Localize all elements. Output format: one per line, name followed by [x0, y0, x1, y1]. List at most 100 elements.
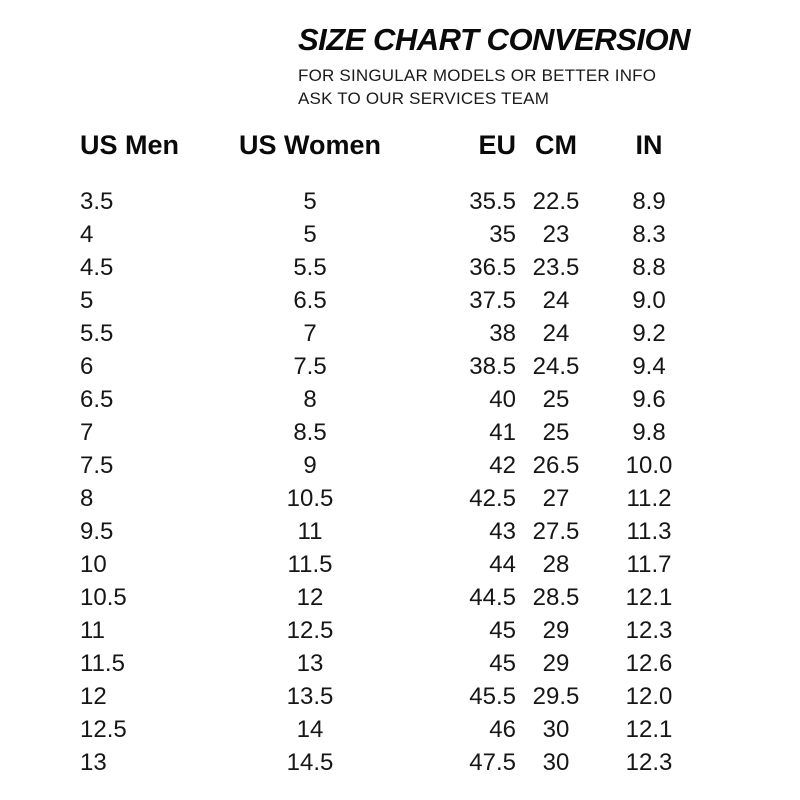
cell-cm: 23.5 [532, 253, 580, 281]
cell-cm: 24 [542, 286, 570, 314]
cell-cm: 27 [542, 484, 570, 512]
table-row: 12 13.5 45.5 29.5 12.0 [80, 680, 702, 713]
cell-eu: 36.5 [469, 253, 516, 281]
cell-us-men: 9.5 [80, 517, 114, 545]
table-row: 5.5 7 38 24 9.2 [80, 317, 702, 350]
cell-eu: 42 [489, 451, 516, 479]
table-row: 4.5 5.5 36.5 23.5 8.8 [80, 251, 702, 284]
cell-cm: 24 [542, 319, 570, 347]
cell-cm: 22.5 [532, 187, 580, 215]
cell-cm: 29.5 [532, 682, 580, 710]
cell-cm: 30 [542, 748, 570, 776]
cell-eu: 40 [489, 385, 516, 413]
cell-us-men: 8 [80, 484, 94, 512]
cell-eu: 43 [489, 517, 516, 545]
cell-in: 12.3 [625, 616, 673, 644]
cell-in: 11.2 [626, 484, 672, 512]
cell-us-women: 11 [297, 517, 323, 545]
cell-eu: 35 [489, 220, 516, 248]
cell-in: 9.4 [632, 352, 666, 380]
cell-in: 9.6 [632, 385, 666, 413]
size-table-body: 3.5 5 35.5 22.5 8.9 4 5 35 23 8.3 4.5 5.5 36.5 23.5 8.… [80, 185, 702, 779]
cell-cm: 25 [542, 385, 570, 413]
size-table-head: US Men US Women EU CM IN [80, 130, 702, 185]
cell-us-men: 5.5 [80, 319, 114, 347]
cell-cm: 29 [542, 616, 570, 644]
column-header-us-men: US Men [80, 130, 180, 160]
cell-us-men: 7 [80, 418, 94, 446]
cell-eu: 45 [489, 649, 516, 677]
cell-us-women: 7 [303, 319, 317, 347]
cell-cm: 26.5 [532, 451, 580, 479]
cell-eu: 47.5 [469, 748, 516, 776]
chart-header: SIZE CHART CONVERSION FOR SINGULAR MODEL… [298, 22, 718, 110]
cell-cm: 25 [542, 418, 570, 446]
cell-in: 9.0 [632, 286, 666, 314]
table-row: 6 7.5 38.5 24.5 9.4 [80, 350, 702, 383]
cell-us-men: 7.5 [80, 451, 114, 479]
cell-us-men: 13 [80, 748, 107, 776]
cell-cm: 23 [542, 220, 570, 248]
table-row: 4 5 35 23 8.3 [80, 218, 702, 251]
cell-in: 8.3 [632, 220, 666, 248]
cell-cm: 28.5 [532, 583, 580, 611]
cell-in: 10.0 [625, 451, 673, 479]
cell-us-men: 3.5 [80, 187, 114, 215]
table-row: 11.5 13 45 29 12.6 [80, 647, 702, 680]
cell-cm: 27.5 [532, 517, 580, 545]
cell-us-women: 12.5 [286, 616, 334, 644]
cell-us-women: 5 [303, 220, 317, 248]
table-row: 11 12.5 45 29 12.3 [80, 614, 702, 647]
column-header-cm: CM [535, 130, 577, 160]
cell-us-men: 12.5 [80, 715, 127, 743]
cell-eu: 44 [489, 550, 516, 578]
table-row: 10.5 12 44.5 28.5 12.1 [80, 581, 702, 614]
table-row: 12.5 14 46 30 12.1 [80, 713, 702, 746]
cell-us-men: 6 [80, 352, 94, 380]
cell-eu: 44.5 [469, 583, 516, 611]
cell-eu: 45.5 [469, 682, 516, 710]
cell-in: 8.9 [632, 187, 666, 215]
cell-in: 12.6 [625, 649, 673, 677]
cell-cm: 30 [542, 715, 570, 743]
page-subtitle: FOR SINGULAR MODELS OR BETTER INFO ASK T… [298, 64, 718, 110]
column-header-eu: EU [478, 130, 516, 160]
table-row: 10 11.5 44 28 11.7 [80, 548, 702, 581]
cell-in: 12.1 [625, 583, 673, 611]
cell-eu: 45 [489, 616, 516, 644]
size-conversion-table: US Men US Women EU CM IN 3.5 5 35.5 22.5 8.9… [80, 130, 702, 779]
cell-cm: 28 [542, 550, 570, 578]
table-row: 6.5 8 40 25 9.6 [80, 383, 702, 416]
cell-us-men: 4 [80, 220, 94, 248]
cell-cm: 24.5 [532, 352, 580, 380]
cell-us-men: 11 [80, 616, 105, 644]
cell-us-women: 5.5 [293, 253, 327, 281]
cell-us-women: 14 [296, 715, 324, 743]
cell-us-women: 6.5 [293, 286, 327, 314]
cell-in: 9.2 [632, 319, 666, 347]
cell-us-men: 10.5 [80, 583, 127, 611]
cell-us-women: 8.5 [293, 418, 327, 446]
cell-us-women: 8 [303, 385, 317, 413]
cell-us-men: 11.5 [80, 649, 125, 677]
cell-eu: 46 [489, 715, 516, 743]
cell-in: 12.1 [625, 715, 673, 743]
cell-eu: 35.5 [469, 187, 516, 215]
table-row: 3.5 5 35.5 22.5 8.9 [80, 185, 702, 218]
page-subtitle-line1: FOR SINGULAR MODELS OR BETTER INFO [298, 66, 657, 85]
cell-us-women: 9 [303, 451, 317, 479]
table-row: 7.5 9 42 26.5 10.0 [80, 449, 702, 482]
cell-us-women: 13 [296, 649, 324, 677]
cell-in: 9.8 [632, 418, 666, 446]
cell-us-women: 12 [296, 583, 324, 611]
cell-us-women: 5 [303, 187, 317, 215]
cell-in: 12.0 [625, 682, 673, 710]
page-subtitle-line2: ASK TO OUR SERVICES TEAM [298, 89, 550, 108]
table-row: 13 14.5 47.5 30 12.3 [80, 746, 702, 779]
table-row: 7 8.5 41 25 9.8 [80, 416, 702, 449]
cell-in: 11.3 [626, 517, 672, 545]
table-row: 8 10.5 42.5 27 11.2 [80, 482, 702, 515]
cell-eu: 42.5 [469, 484, 516, 512]
table-row: 5 6.5 37.5 24 9.0 [80, 284, 702, 317]
cell-us-men: 10 [80, 550, 107, 578]
